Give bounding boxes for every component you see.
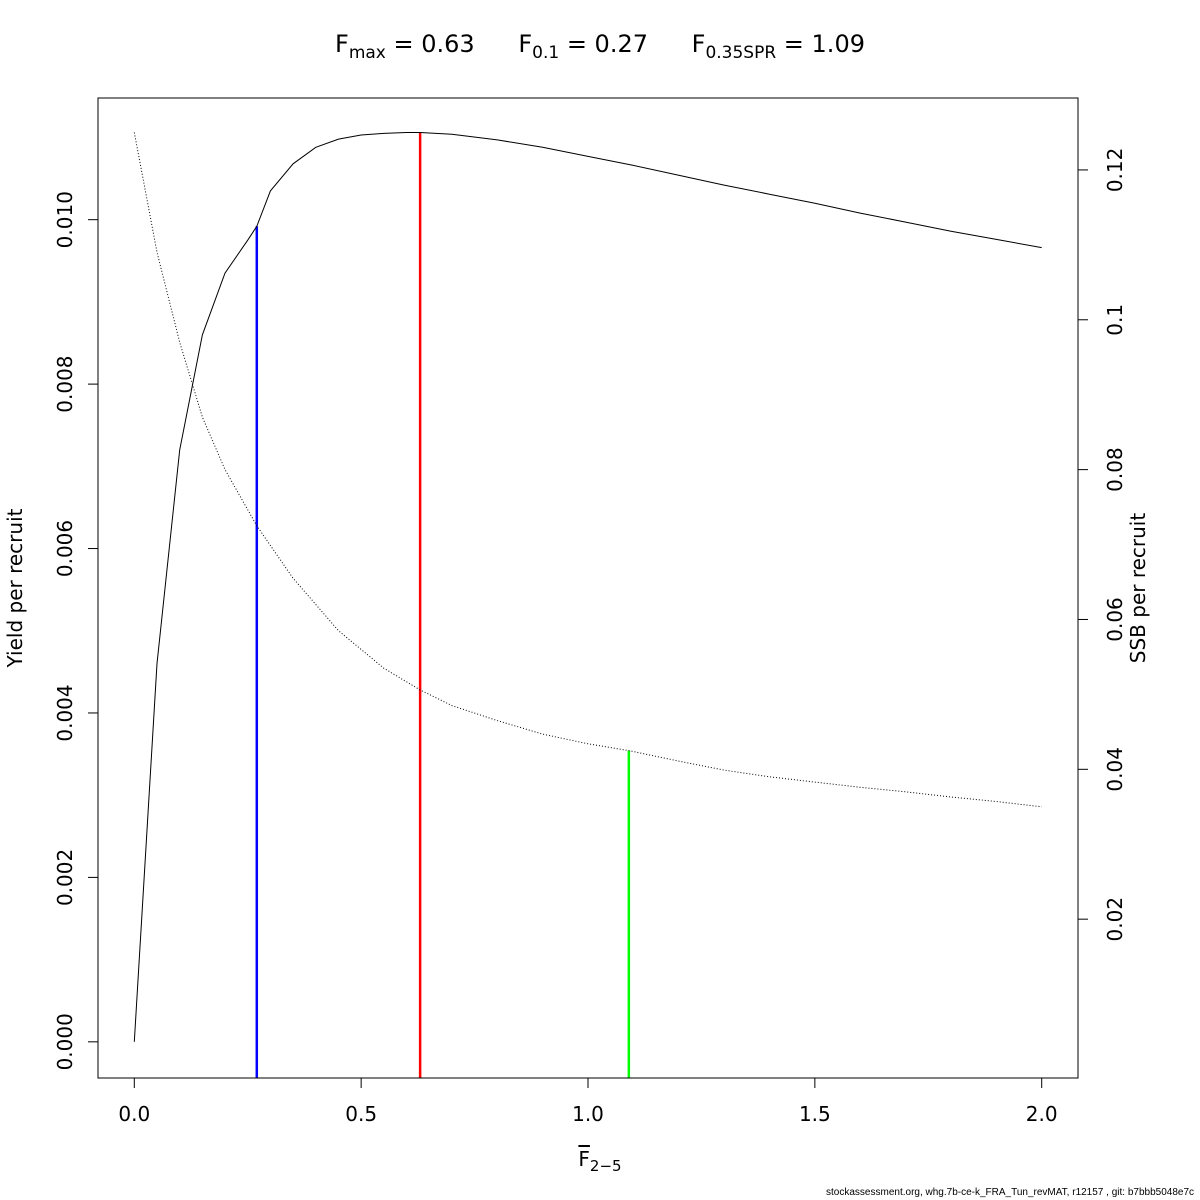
y-right-tick-label: 0.06 [1103, 597, 1127, 642]
series-layer [133, 132, 1042, 1042]
y-left-tick-label: 0.006 [53, 520, 77, 577]
x-tick-label: 0.5 [345, 1102, 377, 1126]
chart-title: Fmax = 0.63 F0.1 = 0.27 F0.35SPR = 1.09 [0, 30, 1200, 63]
y-right-tick-label: 0.12 [1103, 148, 1127, 193]
x-axis-label: F2−5 [578, 1147, 622, 1175]
y-axis-right: 0.02 0.04 0.06 0.08 0.1 0.12 [1078, 148, 1127, 942]
y-axis-left-label: Yield per recruit [3, 508, 27, 668]
y-axis-right-label: SSB per recruit [1126, 513, 1150, 664]
y-right-tick-label: 0.08 [1103, 447, 1127, 492]
y-right-tick-label: 0.1 [1103, 304, 1127, 336]
plot-frame [97, 97, 1079, 1079]
title-fspr: F0.35SPR = 1.09 [691, 30, 865, 63]
y-right-tick-label: 0.04 [1103, 747, 1127, 792]
footer-credit: stockassessment.org, whg.7b-ce-k_FRA_Tun… [826, 1187, 1194, 1198]
y-left-tick-label: 0.000 [53, 1013, 77, 1070]
y-left-tick-label: 0.008 [53, 355, 77, 412]
y-right-tick-label: 0.02 [1103, 897, 1127, 942]
title-f01: F0.1 = 0.27 [518, 30, 648, 63]
x-tick-label: 1.5 [799, 1102, 831, 1126]
x-tick-label: 2.0 [1026, 1102, 1058, 1126]
x-axis: 0.0 0.5 1.0 1.5 2.0 [118, 1077, 1058, 1126]
y-left-tick-label: 0.002 [53, 849, 77, 906]
x-tick-label: 0.0 [118, 1102, 150, 1126]
y-axis-left: 0.000 0.002 0.004 0.006 0.008 0.010 [53, 191, 98, 1070]
y-left-tick-label: 0.004 [53, 684, 77, 741]
y-left-tick-label: 0.010 [53, 191, 77, 248]
series-line-yield [133, 132, 1042, 1042]
x-tick-label: 1.0 [572, 1102, 604, 1126]
reference-lines [255, 132, 631, 1078]
series-line-ssb [133, 132, 1042, 808]
title-fmax: Fmax = 0.63 [335, 30, 475, 63]
